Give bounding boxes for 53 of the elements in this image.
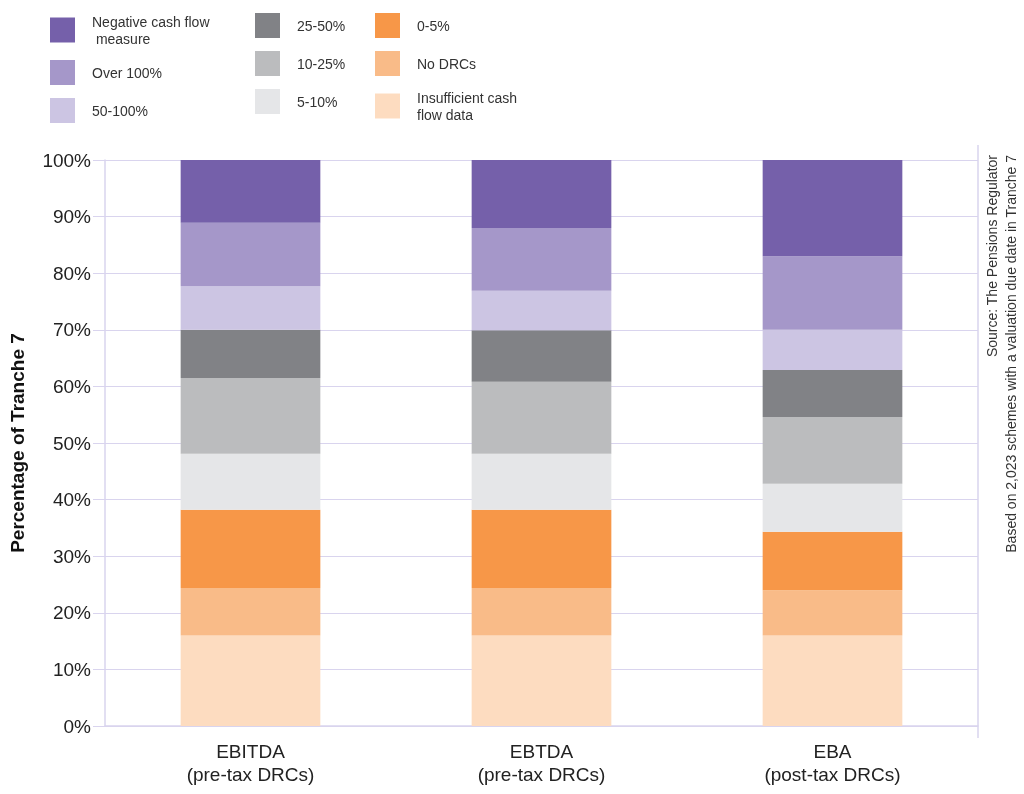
y-tick-label: 40%: [52, 489, 92, 511]
bar: [471, 635, 612, 726]
y-tick-label: 30%: [52, 545, 92, 567]
bar: [762, 329, 903, 370]
bar: [471, 453, 612, 510]
y-tick-label: 60%: [52, 375, 92, 397]
legend-label: 10-25%: [297, 55, 346, 72]
bar: [180, 286, 321, 330]
legend-label: No DRCs: [417, 55, 477, 72]
legend-label: 5-10%: [297, 93, 338, 110]
y-tick-label: 80%: [52, 262, 92, 284]
bar: [471, 227, 612, 291]
x-tick-label: EBITDA (pre-tax DRCs): [186, 741, 315, 785]
bar: [471, 160, 612, 228]
legend-label: 25-50%: [297, 17, 346, 34]
y-axis-title: Percentage of Tranche 7: [7, 333, 28, 553]
bar: [762, 590, 903, 636]
y-tick-label: 20%: [52, 602, 92, 624]
bar: [762, 160, 903, 257]
bar: [762, 635, 903, 726]
bar: [471, 330, 612, 382]
y-tick-label: 90%: [52, 206, 92, 228]
y-tick-label: 70%: [52, 319, 92, 341]
y-tick-label: 100%: [42, 149, 92, 171]
bar: [762, 531, 903, 591]
bar: [471, 290, 612, 331]
legend-label: Over 100%: [92, 64, 163, 81]
bar: [762, 369, 903, 417]
y-tick-label: 0%: [63, 715, 92, 737]
legend-label: 0-5%: [417, 17, 450, 34]
legend-label: Negative cash flow measure: [92, 13, 211, 47]
x-tick-label: EBTDA (pre-tax DRCs): [477, 741, 606, 785]
bar: [180, 509, 321, 588]
bar: [762, 416, 903, 484]
bar: [180, 635, 321, 726]
bar: [471, 509, 612, 588]
y-tick-label: 10%: [52, 658, 92, 680]
source-note: Source: The Pensions Regulator: [984, 154, 1000, 358]
bar: [471, 381, 612, 454]
y-tick-label: 50%: [52, 432, 92, 454]
bar: [471, 587, 612, 636]
text: Based on 2,023 schemes with a valuation due date in Tranche 7: [1003, 154, 1019, 553]
legend-label: 50-100%: [92, 102, 149, 119]
bar: [762, 483, 903, 532]
bar: [762, 256, 903, 330]
bar: [180, 329, 321, 378]
bar: [180, 160, 321, 223]
bar: [180, 377, 321, 454]
x-tick-label: EBA (post-tax DRCs): [764, 741, 901, 785]
bar: [180, 222, 321, 287]
bar: [180, 587, 321, 636]
bar: [180, 453, 321, 510]
legend-label: Insufficient cash flow data: [417, 89, 522, 123]
